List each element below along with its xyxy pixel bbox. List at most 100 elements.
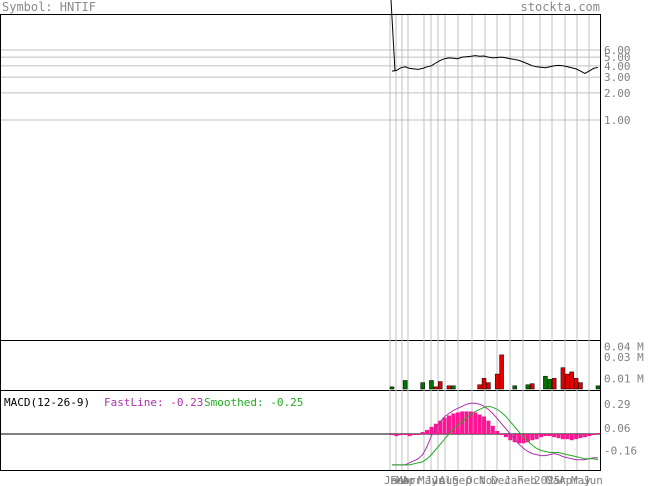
volume-bar xyxy=(499,354,504,390)
x-tick-label: Apr xyxy=(402,474,422,486)
macd-histogram-bar xyxy=(591,434,596,436)
volume-bar xyxy=(525,384,531,390)
x-tick-label: Apr xyxy=(559,474,579,486)
volume-bar xyxy=(565,373,570,390)
volume-bar xyxy=(486,382,491,390)
volume-bar xyxy=(481,378,487,390)
price-tick-label: 4.00 xyxy=(604,60,631,73)
macd-histogram-bar xyxy=(416,434,421,436)
x-tick-label: Dec xyxy=(491,474,511,486)
axis-labels: JanFebMarAprMayJunJulAugSepOctNovDecJanF… xyxy=(384,44,644,486)
site-name[interactable]: stockta.com xyxy=(520,0,600,14)
x-tick-label: Jun xyxy=(425,474,445,486)
macd-histogram-bar xyxy=(569,434,574,441)
price-panel xyxy=(0,14,601,341)
x-tick-label: Oct xyxy=(466,474,486,486)
macd-tick-label: 0.06 xyxy=(604,422,631,435)
macd-histogram-bar xyxy=(455,412,460,435)
volume-bar xyxy=(437,381,443,390)
volume-bar xyxy=(389,386,395,390)
macd-histogram-bar xyxy=(582,434,587,438)
macd-histogram-bar xyxy=(552,434,557,438)
macd-tick-label: 0.29 xyxy=(604,398,631,411)
volume-bar xyxy=(543,375,548,390)
volume-bar xyxy=(569,371,574,390)
macd-histogram-bar xyxy=(508,434,513,441)
x-tick-label: Sep xyxy=(452,474,472,486)
macd-smoothed-line xyxy=(392,405,599,466)
volume-tick-label: 0.01 M xyxy=(604,372,644,385)
x-tick-label: Feb xyxy=(390,474,410,486)
macd-histogram-bar xyxy=(525,434,530,443)
macd-histogram-bar xyxy=(587,434,592,437)
macd-histogram-bar xyxy=(398,434,403,436)
macd-histogram-bar xyxy=(438,420,443,435)
volume-bar xyxy=(433,386,439,390)
macd-histogram-bar xyxy=(477,414,482,435)
macd-histogram-bar xyxy=(512,434,517,443)
volume-bar xyxy=(429,380,434,390)
volume-bar xyxy=(446,385,452,390)
macd-histogram-bar xyxy=(565,434,570,440)
macd-histogram-bar xyxy=(574,434,579,440)
volume-bar xyxy=(573,378,579,390)
volume-series xyxy=(389,354,601,390)
x-tick-label: Aug xyxy=(439,474,459,486)
gridlines xyxy=(1,15,600,470)
volume-bar xyxy=(451,385,456,390)
volume-bar xyxy=(547,379,553,390)
volume-bar xyxy=(551,378,557,390)
macd-histogram-bar xyxy=(490,425,495,435)
volume-bar xyxy=(402,380,408,390)
macd-histogram-bar xyxy=(482,416,487,435)
macd-histogram-bar xyxy=(503,434,508,438)
volume-bar xyxy=(595,385,601,390)
macd-histogram-bar xyxy=(403,434,408,436)
price-tick-label: 3.00 xyxy=(604,71,631,84)
macd-histogram-bar xyxy=(420,431,425,435)
x-tick-label: Jan xyxy=(504,474,524,486)
macd-histogram-bar xyxy=(442,417,447,435)
x-tick-label: Mar xyxy=(396,474,416,486)
macd-histogram-bar xyxy=(530,434,535,441)
macd-histogram-bar xyxy=(390,434,394,436)
macd-tick-label: -0.16 xyxy=(604,444,637,457)
volume-bar xyxy=(512,385,517,390)
fastline-label: FastLine: -0.23 xyxy=(104,396,203,409)
macd-histogram-bar xyxy=(451,413,456,435)
macd-histogram-bar xyxy=(534,434,539,440)
x-tick-label: May xyxy=(571,474,591,486)
macd-histogram-bar xyxy=(425,429,430,435)
macd-panel xyxy=(0,390,601,471)
x-tick-label: Nov xyxy=(479,474,499,486)
price-line xyxy=(391,55,599,74)
price-spike xyxy=(390,0,396,72)
macd-histogram-bar xyxy=(556,434,561,439)
macd-histogram-bar xyxy=(521,434,526,444)
macd-histogram-bar xyxy=(429,426,434,435)
macd-histogram-bar xyxy=(446,415,451,435)
x-tick-label: Feb xyxy=(517,474,537,486)
macd-histogram-bar xyxy=(411,434,416,436)
x-tick-label: Mar xyxy=(546,474,566,486)
macd-histogram-bar xyxy=(543,434,548,437)
volume-bar xyxy=(477,384,482,390)
price-tick-label: 5.00 xyxy=(604,51,631,64)
x-tick-label: Jun xyxy=(583,474,603,486)
macd-histogram-bar xyxy=(539,434,544,438)
volume-bar xyxy=(494,373,500,390)
macd-histogram-bar xyxy=(473,412,478,435)
macd-series xyxy=(390,402,600,466)
macd-histogram-bar xyxy=(394,434,399,437)
macd-histogram-bar xyxy=(495,430,500,435)
volume-bar xyxy=(560,367,566,390)
macd-histogram-bar xyxy=(560,434,565,440)
price-tick-label: 1.00 xyxy=(604,114,631,127)
macd-histogram-bar xyxy=(407,434,412,437)
volume-tick-label: 0.03 M xyxy=(604,351,644,364)
price-tick-label: 6.00 xyxy=(604,44,631,57)
x-tick-label: May xyxy=(418,474,438,486)
symbol-label: Symbol: HNTIF xyxy=(2,0,96,14)
volume-bar xyxy=(420,382,425,390)
